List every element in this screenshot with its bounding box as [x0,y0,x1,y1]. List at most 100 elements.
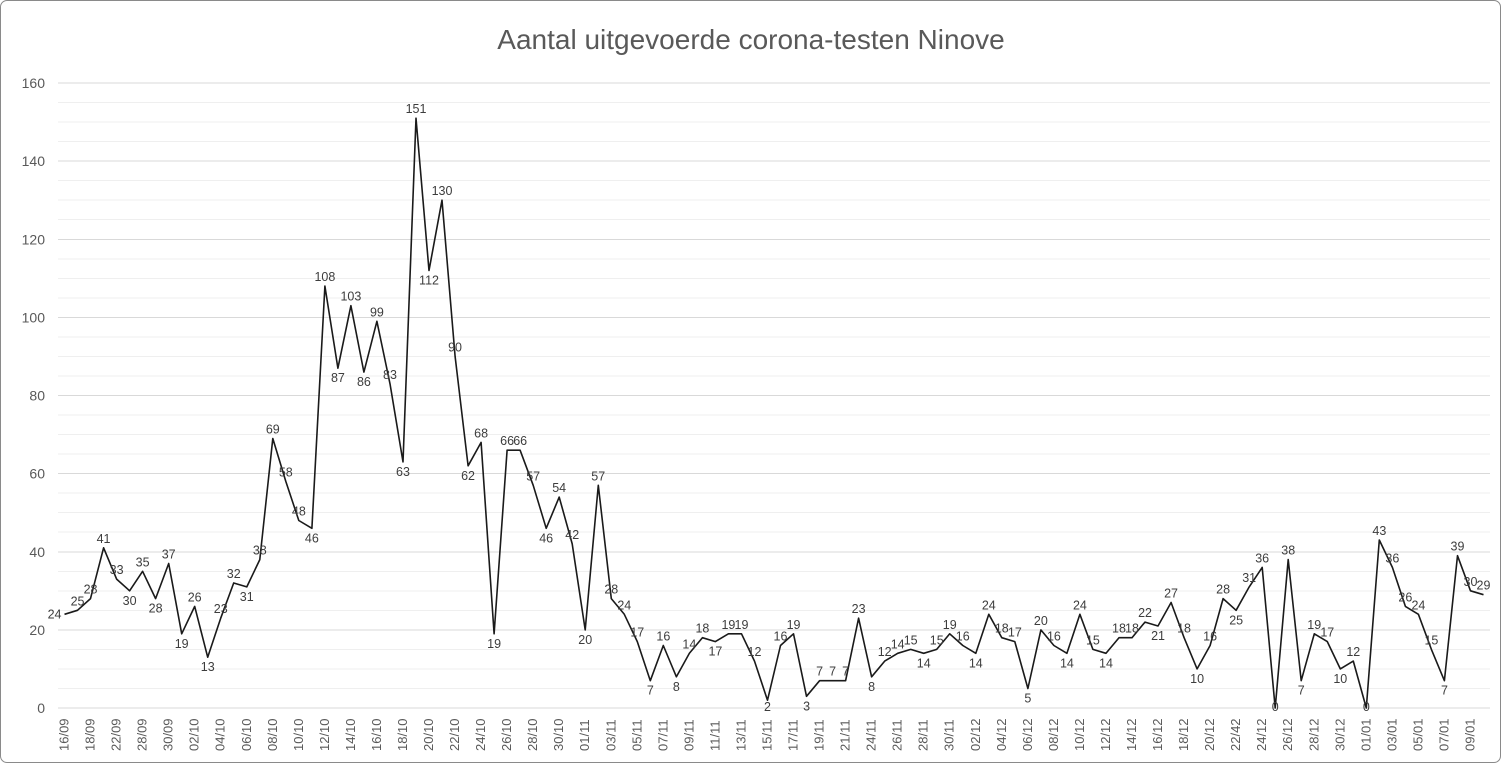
x-tick-label: 28/12 [1306,718,1321,751]
data-label: 23 [852,602,866,616]
x-tick-label: 06/10 [239,718,254,751]
y-tick-label: 160 [22,75,46,91]
data-label: 25 [1229,613,1243,627]
x-tick-label: 18/12 [1176,718,1191,751]
data-label: 22 [1138,606,1152,620]
data-label: 18 [1112,622,1126,636]
x-tick-label: 30/11 [942,719,957,751]
data-label: 36 [1385,551,1399,565]
x-tick-label: 08/12 [1046,718,1061,751]
data-label: 99 [370,305,384,319]
data-label: 16 [1203,630,1217,644]
y-tick-label: 120 [22,231,46,247]
data-label: 83 [383,368,397,382]
data-label: 112 [419,274,439,288]
x-tick-label: 09/01 [1462,718,1477,751]
data-label: 8 [673,680,680,694]
data-label: 43 [1372,524,1386,538]
data-label: 16 [656,630,670,644]
x-tick-label: 13/11 [733,719,748,751]
data-label: 12 [748,645,762,659]
x-tick-label: 08/10 [265,718,280,751]
data-label: 36 [1255,551,1269,565]
x-tick-label: 18/10 [395,718,410,751]
data-label: 8 [868,680,875,694]
x-tick-label: 15/11 [759,719,774,751]
x-tick-label: 07/11 [655,719,670,751]
data-label: 32 [227,567,241,581]
x-tick-label: 22/09 [109,718,124,751]
data-label: 7 [1298,684,1305,698]
data-label: 26 [1398,590,1412,604]
data-label: 16 [1047,630,1061,644]
data-label: 68 [474,426,488,440]
data-label: 7 [842,665,849,679]
data-label: 21 [1151,629,1165,643]
x-tick-label: 10/10 [291,718,306,751]
data-label: 14 [917,656,931,670]
data-label: 20 [1034,614,1048,628]
x-tick-label: 03/01 [1384,718,1399,751]
data-label: 87 [331,371,345,385]
data-label: 14 [969,656,983,670]
x-tick-label: 12/10 [317,718,332,751]
data-label: 48 [292,505,306,519]
data-label: 31 [1242,571,1256,585]
data-label: 38 [253,544,267,558]
data-label: 31 [240,590,254,604]
data-label: 7 [647,684,654,698]
data-label: 2 [764,700,771,714]
data-label: 5 [1024,691,1031,705]
data-label: 15 [904,633,918,647]
data-label: 26 [188,590,202,604]
x-tick-label: 07/01 [1436,718,1451,751]
x-tick-label: 19/11 [812,719,827,751]
data-label: 10 [1190,672,1204,686]
data-label: 28 [1216,583,1230,597]
y-tick-label: 140 [22,153,46,169]
data-label: 23 [214,602,228,616]
data-label: 17 [708,645,722,659]
y-tick-label: 20 [29,622,45,638]
data-label: 12 [878,645,892,659]
y-tick-label: 100 [22,309,46,325]
data-label: 30 [1464,575,1478,589]
data-label: 25 [71,594,85,608]
data-label: 0 [1363,700,1370,714]
x-tick-label: 04/10 [213,718,228,751]
series-line [64,117,1484,709]
data-label: 19 [735,618,749,632]
x-tick-label: 22/42 [1228,718,1243,751]
x-tick-label: 22/10 [447,718,462,751]
x-tick-label: 30/12 [1332,718,1347,751]
x-tick-label: 26/10 [499,718,514,751]
data-label: 16 [956,630,970,644]
x-tick-label: 14/12 [1124,718,1139,751]
x-tick-label: 28/10 [525,718,540,751]
data-label: 30 [123,594,137,608]
data-label: 19 [175,637,189,651]
x-tick-label: 24/11 [864,719,879,751]
data-label: 18 [1177,622,1191,636]
x-tick-label: 16/12 [1150,718,1165,751]
x-tick-label: 02/12 [968,718,983,751]
data-label: 17 [1320,626,1334,640]
x-tick-label: 02/10 [187,718,202,751]
data-label: 24 [1073,598,1087,612]
data-label: 63 [396,465,410,479]
x-tick-label: 20/10 [421,718,436,751]
data-label: 0 [1272,700,1279,714]
x-tick-label: 21/11 [838,719,853,751]
data-label: 57 [591,469,605,483]
data-label: 46 [305,531,319,545]
data-label: 33 [110,563,124,577]
x-tick-label: 06/12 [1020,718,1035,751]
x-tick-label: 28/09 [135,718,150,751]
x-tick-label: 30/09 [161,718,176,751]
data-label: 28 [604,583,618,597]
data-label: 19 [487,637,501,651]
x-tick-label: 10/12 [1072,718,1087,751]
data-label: 29 [1477,579,1491,593]
